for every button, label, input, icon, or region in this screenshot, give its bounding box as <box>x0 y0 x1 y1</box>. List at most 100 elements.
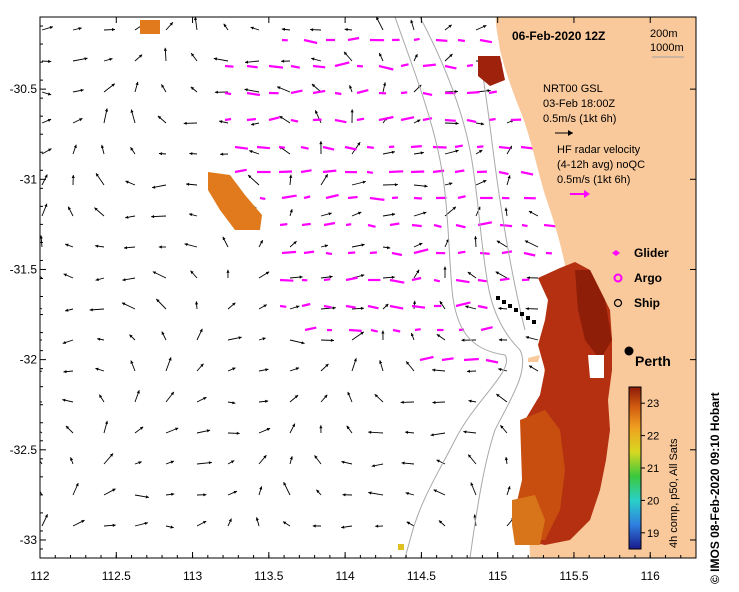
longitude-labels: 112 112.5 113 113.5 114 114.5 115 115.5 116 <box>30 569 660 583</box>
current-vector-head <box>95 367 99 371</box>
current-vector-head <box>44 174 48 178</box>
current-vector-head <box>71 175 75 178</box>
hf-radar-arrow <box>323 304 332 309</box>
perth-marker-icon <box>624 346 634 356</box>
current-vector-head <box>281 59 285 63</box>
current-vector-head <box>244 88 248 92</box>
hf-radar-arrow <box>480 326 493 332</box>
current-vector-head <box>283 521 287 525</box>
current-vector-head <box>332 306 336 310</box>
hf-radar-arrow <box>457 195 466 200</box>
current-vector-head <box>199 328 203 333</box>
current-vector-head <box>228 518 232 522</box>
current-vector-head <box>262 337 266 341</box>
hf-radar-arrow <box>400 116 415 122</box>
current-vector-head <box>350 109 354 113</box>
nrt-legend-line1: NRT00 GSL <box>543 83 603 95</box>
current-vector-head <box>289 174 293 178</box>
current-vector-head <box>324 174 328 178</box>
current-vector-head <box>342 493 346 497</box>
hf-radar-arrow <box>411 276 422 282</box>
nrt-legend-line2: 03-Feb 18:00Z <box>543 98 615 110</box>
lon-label: 115.5 <box>559 569 588 583</box>
current-vector-head <box>230 460 235 464</box>
hf-radar-arrow <box>466 118 477 123</box>
hf-radar-arrow <box>370 328 378 333</box>
colorbar-tick-label: 21 <box>647 463 659 475</box>
current-vector-head <box>419 242 423 246</box>
current-vector-head <box>189 152 193 156</box>
hf-radar-arrow <box>367 304 379 310</box>
hf-radar-arrow <box>520 145 534 150</box>
current-vector-head <box>122 278 126 282</box>
current-vector-head <box>194 17 198 21</box>
hf-radar-arrow <box>441 357 454 362</box>
hf-radar-arrow <box>454 169 465 174</box>
current-vector-head <box>251 122 255 126</box>
current-vector-head <box>526 276 530 280</box>
current-vector-head <box>465 305 469 309</box>
nrt-legend-line3: 0.5m/s (1kt 6h) <box>543 113 616 125</box>
current-vector-head <box>525 336 529 340</box>
current-vector-head <box>75 483 79 487</box>
hf-radar-arrow <box>422 117 433 122</box>
current-vector-head <box>130 109 134 113</box>
current-vector-head <box>109 57 113 61</box>
isobath-200m <box>419 17 524 558</box>
hf-radar-arrow <box>356 89 369 95</box>
current-vector-head <box>528 211 533 214</box>
hf-radar-arrow <box>413 196 422 200</box>
current-vector-head <box>171 492 175 496</box>
current-vector-head <box>175 427 179 431</box>
current-vector-head <box>266 428 271 431</box>
lon-label: 113 <box>183 569 202 583</box>
hf-radar-arrow <box>392 328 401 333</box>
current-vector-head <box>474 236 478 240</box>
current-vector-head <box>48 59 52 63</box>
hf-radar-arrow <box>345 276 358 282</box>
current-vector-head <box>214 90 218 94</box>
current-vector-head <box>312 524 316 528</box>
hf-radar-arrow <box>485 358 499 364</box>
current-vector-head <box>319 425 323 429</box>
hf-radar-arrow <box>391 196 398 200</box>
lon-label: 115 <box>488 569 507 583</box>
current-vector-head <box>65 425 70 430</box>
hf-radar-arrow <box>422 91 433 96</box>
argo-symbol-icon <box>613 273 623 283</box>
colorbar-title: 4h comp, p50, All Sats <box>668 438 680 548</box>
current-vector-head <box>368 491 372 495</box>
hf-radar-arrow <box>279 223 288 227</box>
current-vector-head <box>477 206 481 211</box>
current-vector-head <box>84 57 88 61</box>
argo-legend-label: Argo <box>634 271 662 285</box>
current-vector-head <box>81 520 85 523</box>
hf-radar-arrow <box>322 145 335 151</box>
hf-radar-arrow <box>345 223 352 227</box>
hf-radar-arrow <box>246 117 257 122</box>
current-vector-arrow <box>40 460 43 465</box>
current-vector-head <box>109 453 114 457</box>
current-vector-head <box>412 300 417 304</box>
current-vector-head <box>186 182 190 186</box>
hf-radar-arrow <box>455 223 466 229</box>
hf-radar-arrow <box>477 304 488 310</box>
current-vector-head <box>152 271 157 275</box>
rottnest-island <box>528 355 540 362</box>
current-vector-head <box>385 303 389 308</box>
place-label-perth: Perth <box>635 353 671 369</box>
current-vector-head <box>358 211 362 215</box>
hf-radar-arrow <box>268 64 284 69</box>
current-vector-head <box>203 397 207 400</box>
current-vector-head <box>259 486 263 490</box>
current-vector-head <box>341 525 345 529</box>
ship-legend-label: Ship <box>634 296 660 310</box>
current-vector-head <box>265 271 270 275</box>
current-vector-head <box>222 236 226 241</box>
hf-radar-arrow <box>388 170 404 174</box>
hf-radar-arrow <box>290 89 303 95</box>
current-vector-head <box>424 184 428 188</box>
current-vector-head <box>226 269 230 273</box>
current-vector-head <box>213 57 218 61</box>
hf-legend-line2: (4-12h avg) noQC <box>557 159 645 171</box>
